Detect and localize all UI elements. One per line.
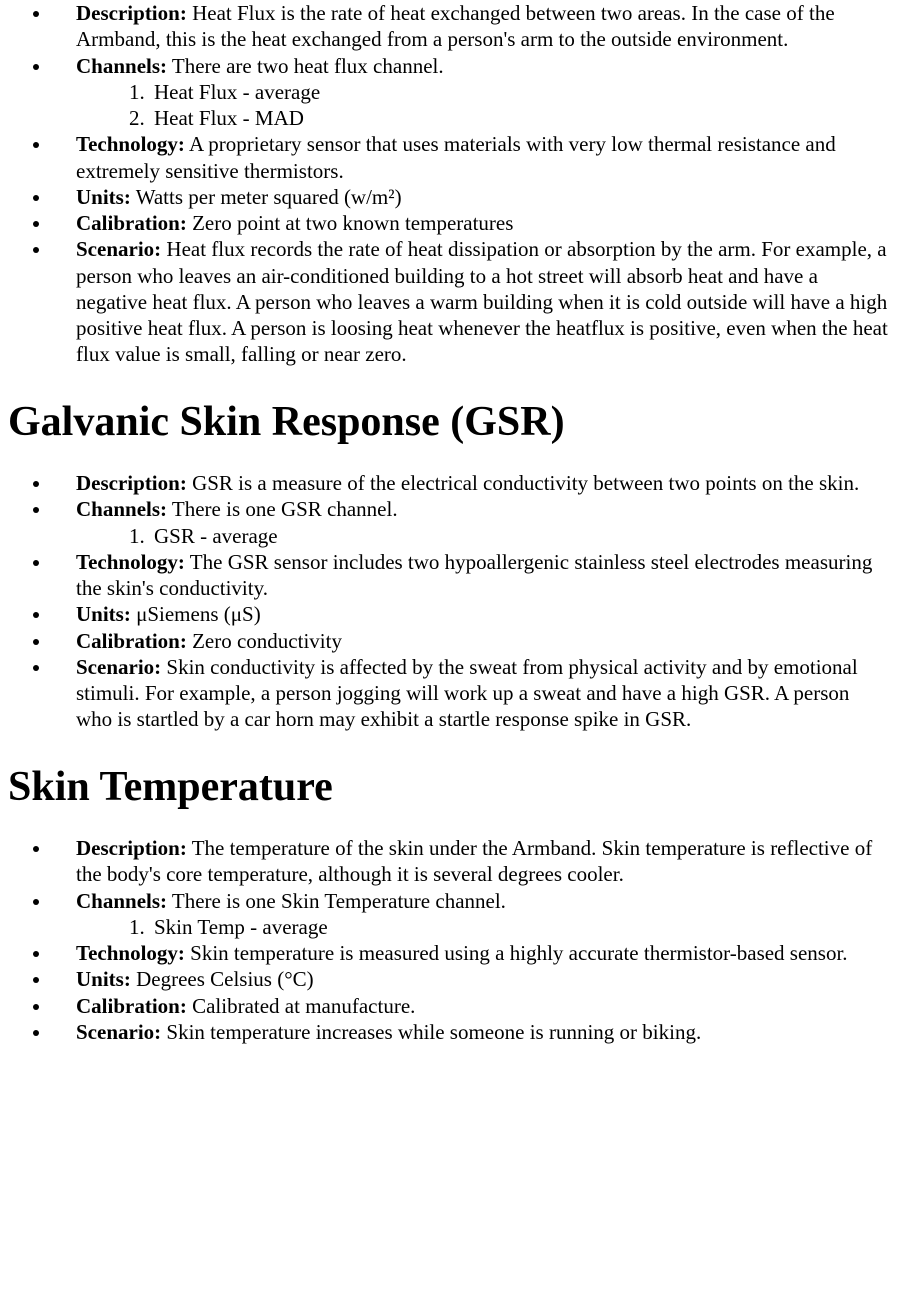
item-text: There is one Skin Temperature channel.: [167, 889, 506, 913]
list-item: Calibration: Zero conductivity: [52, 628, 890, 654]
sub-list-item: Skin Temp - average: [150, 914, 890, 940]
item-text: Skin conductivity is affected by the swe…: [76, 655, 858, 732]
list-item: Channels: There is one GSR channel.GSR -…: [52, 496, 890, 549]
item-text: A proprietary sensor that uses materials…: [76, 132, 836, 182]
list-item: Scenario: Skin conductivity is affected …: [52, 654, 890, 733]
item-label: Technology:: [76, 941, 185, 965]
item-text: GSR is a measure of the electrical condu…: [187, 471, 859, 495]
item-text: Degrees Celsius (°C): [131, 967, 314, 991]
item-label: Description:: [76, 471, 187, 495]
item-text: Calibrated at manufacture.: [187, 994, 416, 1018]
sub-list-item: Heat Flux - MAD: [150, 105, 890, 131]
item-text: The GSR sensor includes two hypoallergen…: [76, 550, 872, 600]
item-label: Technology:: [76, 132, 185, 156]
section-heading: Skin Temperature: [8, 761, 890, 814]
item-text: Watts per meter squared (w/m²): [131, 185, 402, 209]
item-label: Calibration:: [76, 994, 187, 1018]
list-item: Calibration: Zero point at two known tem…: [52, 210, 890, 236]
list-item: Calibration: Calibrated at manufacture.: [52, 993, 890, 1019]
list-item: Technology: The GSR sensor includes two …: [52, 549, 890, 602]
item-text: The temperature of the skin under the Ar…: [76, 836, 872, 886]
item-text: Heat flux records the rate of heat dissi…: [76, 237, 888, 366]
section-list: Description: GSR is a measure of the ele…: [8, 470, 890, 733]
sub-list-item: Heat Flux - average: [150, 79, 890, 105]
list-item: Scenario: Heat flux records the rate of …: [52, 236, 890, 367]
sub-list: GSR - average: [76, 523, 890, 549]
item-text: Skin temperature increases while someone…: [161, 1020, 701, 1044]
item-text: There are two heat flux channel.: [167, 54, 444, 78]
item-label: Technology:: [76, 550, 185, 574]
list-item: Technology: A proprietary sensor that us…: [52, 131, 890, 184]
list-item: Description: GSR is a measure of the ele…: [52, 470, 890, 496]
item-label: Channels:: [76, 889, 167, 913]
list-item: Description: The temperature of the skin…: [52, 835, 890, 888]
list-item: Channels: There are two heat flux channe…: [52, 53, 890, 132]
item-label: Units:: [76, 967, 131, 991]
list-item: Units: Degrees Celsius (°C): [52, 966, 890, 992]
section-heading: Galvanic Skin Response (GSR): [8, 396, 890, 449]
list-item: Scenario: Skin temperature increases whi…: [52, 1019, 890, 1045]
item-text: Zero conductivity: [187, 629, 342, 653]
sub-list: Skin Temp - average: [76, 914, 890, 940]
item-label: Scenario:: [76, 237, 161, 261]
document-body: Description: Heat Flux is the rate of he…: [8, 0, 890, 1045]
list-item: Technology: Skin temperature is measured…: [52, 940, 890, 966]
section-list: Description: The temperature of the skin…: [8, 835, 890, 1045]
item-text: Heat Flux is the rate of heat exchanged …: [76, 1, 835, 51]
list-item: Channels: There is one Skin Temperature …: [52, 888, 890, 941]
list-item: Units: Watts per meter squared (w/m²): [52, 184, 890, 210]
item-text: Skin temperature is measured using a hig…: [185, 941, 848, 965]
item-label: Channels:: [76, 54, 167, 78]
item-label: Description:: [76, 1, 187, 25]
item-text: There is one GSR channel.: [167, 497, 398, 521]
list-item: Units: μSiemens (μS): [52, 601, 890, 627]
sub-list: Heat Flux - averageHeat Flux - MAD: [76, 79, 890, 132]
item-text: μSiemens (μS): [131, 602, 261, 626]
list-item: Description: Heat Flux is the rate of he…: [52, 0, 890, 53]
item-text: Zero point at two known temperatures: [187, 211, 514, 235]
section-list: Description: Heat Flux is the rate of he…: [8, 0, 890, 368]
item-label: Calibration:: [76, 211, 187, 235]
item-label: Scenario:: [76, 655, 161, 679]
sub-list-item: GSR - average: [150, 523, 890, 549]
item-label: Calibration:: [76, 629, 187, 653]
item-label: Units:: [76, 185, 131, 209]
item-label: Units:: [76, 602, 131, 626]
item-label: Channels:: [76, 497, 167, 521]
item-label: Description:: [76, 836, 187, 860]
item-label: Scenario:: [76, 1020, 161, 1044]
